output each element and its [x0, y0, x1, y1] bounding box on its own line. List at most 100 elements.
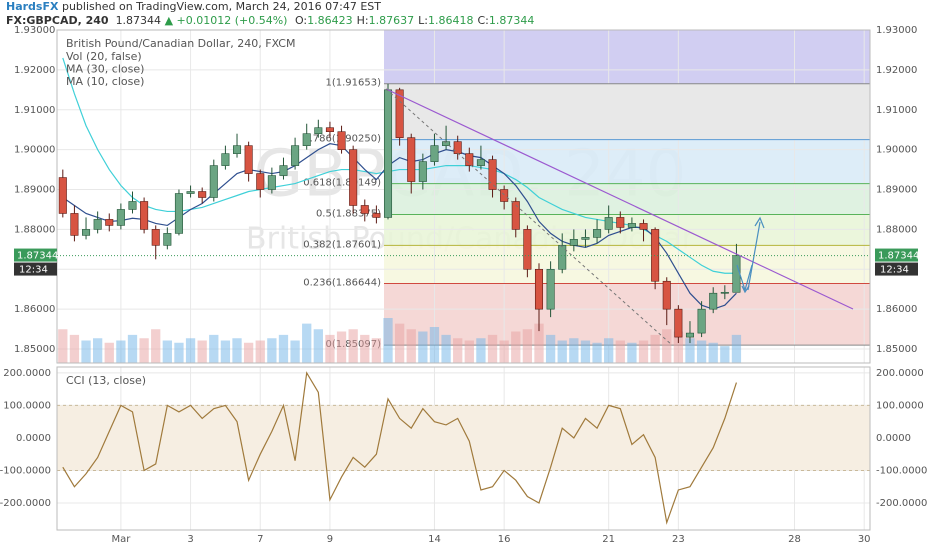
- volume-bar: [127, 334, 138, 363]
- y-tick-label: 1.85000: [876, 344, 917, 355]
- volume-bar: [464, 340, 474, 363]
- candle-body: [116, 209, 125, 226]
- ohlc-value: 1.86418: [427, 14, 474, 27]
- candle-body: [279, 165, 288, 176]
- volume-bar: [511, 331, 521, 363]
- volume-bar: [220, 340, 231, 363]
- volume-bar: [232, 338, 242, 363]
- candle-body: [558, 245, 567, 270]
- cci-title: CCI (13, close): [66, 374, 146, 387]
- volume-bar: [522, 329, 533, 363]
- volume-bar: [197, 340, 207, 363]
- candle-body: [58, 177, 67, 214]
- candle-body: [174, 193, 183, 234]
- x-tick-label: 23: [672, 534, 685, 545]
- ohlc-key: L:: [418, 14, 428, 27]
- x-tick-label: Mar: [111, 534, 131, 545]
- price-tag-box: [875, 248, 918, 262]
- candle-body: [383, 89, 393, 218]
- y-tick-label: 1.92000: [14, 65, 55, 76]
- candle-body: [465, 153, 474, 166]
- y-tick-label: 1.90000: [876, 145, 917, 156]
- y-tick-label: 100.0000: [3, 400, 51, 411]
- y-tick-label: 1.93000: [14, 25, 55, 36]
- volume-bar: [162, 340, 172, 363]
- chart-title: British Pound/Canadian Dollar, 240, FXCM: [66, 37, 295, 50]
- change: ▲ +0.01012 (+0.54%): [164, 14, 288, 27]
- ohlc-key: C:: [477, 14, 489, 27]
- y-tick-label: 1.89000: [14, 185, 55, 196]
- header-line: HardsFX published on TradingView.com, Ma…: [6, 0, 534, 14]
- ohlc-value: 1.86423: [307, 14, 353, 27]
- volume-bar: [278, 334, 289, 363]
- time-tag: 12:34: [880, 265, 909, 276]
- fib-label: 1(1.91653): [325, 78, 381, 89]
- ohlc: O:1.86423 H:1.87637 L:1.86418 C:1.87344: [291, 14, 534, 27]
- time-tag-box: [875, 262, 918, 276]
- volume-bar: [650, 334, 660, 363]
- candle-body: [337, 131, 346, 150]
- fib-label: 0.236(1.86644): [303, 277, 381, 288]
- fib-label: 0.618(1.89149): [303, 178, 381, 189]
- volume-bar: [627, 342, 637, 363]
- candle-body: [233, 145, 242, 154]
- y-tick-label: 1.85000: [14, 344, 55, 355]
- volume-bar: [604, 338, 614, 363]
- candle-body: [372, 213, 381, 218]
- legend-entry: MA (10, close): [66, 75, 144, 88]
- candle-body: [267, 175, 276, 190]
- x-tick-label: 7: [257, 534, 263, 545]
- volume-bar: [673, 331, 684, 363]
- candle-body: [732, 255, 741, 293]
- price-tag: 1.87344: [878, 251, 919, 262]
- volume-bar: [499, 340, 509, 363]
- candle-body: [93, 219, 102, 230]
- cci-band: [57, 405, 870, 471]
- candle-body: [616, 217, 625, 228]
- ohlc-value: 1.87344: [488, 14, 535, 27]
- candle-body: [221, 153, 230, 166]
- candle-body: [546, 268, 555, 310]
- candle-body: [302, 133, 311, 146]
- candle-body: [488, 159, 497, 190]
- volume-bar: [151, 329, 161, 363]
- main-panel: 1(1.91653)0.786(1.90250)0.618(1.89149)0.…: [58, 57, 870, 363]
- volume-bar: [569, 338, 579, 363]
- y-tick-label: 1.89000: [876, 185, 917, 196]
- candle-body: [105, 219, 114, 226]
- last-price: 1.87344: [115, 14, 162, 27]
- y-tick-label: -100.0000: [876, 465, 927, 476]
- candle-body: [128, 201, 137, 210]
- cci-frame: [56, 366, 871, 531]
- candle-body: [604, 217, 613, 230]
- volume-bar: [708, 342, 718, 363]
- candle-body: [720, 291, 729, 294]
- down-arrow: [736, 264, 753, 294]
- volume-bar: [93, 338, 103, 363]
- fib-zone: [384, 83, 870, 140]
- volume-bar: [348, 329, 358, 363]
- candle-body: [476, 159, 485, 166]
- y-tick-label: 1.88000: [876, 224, 917, 235]
- volume-bar: [580, 340, 591, 363]
- candle-body: [662, 280, 671, 310]
- main-frame: [56, 29, 871, 364]
- volume-bar: [545, 334, 556, 363]
- x-tick-label: 28: [788, 534, 801, 545]
- y-tick-label: 1.91000: [876, 105, 917, 116]
- fib-zone: [384, 139, 870, 184]
- y-tick-label: 1.93000: [876, 25, 917, 36]
- volume-bar: [267, 338, 277, 363]
- volume-bar: [185, 338, 196, 363]
- y-tick-label: 1.91000: [14, 105, 55, 116]
- author[interactable]: HardsFX: [6, 0, 59, 13]
- legend-entry: MA (30, close): [66, 63, 144, 76]
- cci-line: [62, 371, 738, 525]
- candle-body: [442, 141, 451, 146]
- candle-body: [325, 127, 334, 132]
- volume-bar: [69, 334, 80, 363]
- y-tick-label: -200.0000: [876, 498, 927, 509]
- candle-body: [291, 145, 300, 166]
